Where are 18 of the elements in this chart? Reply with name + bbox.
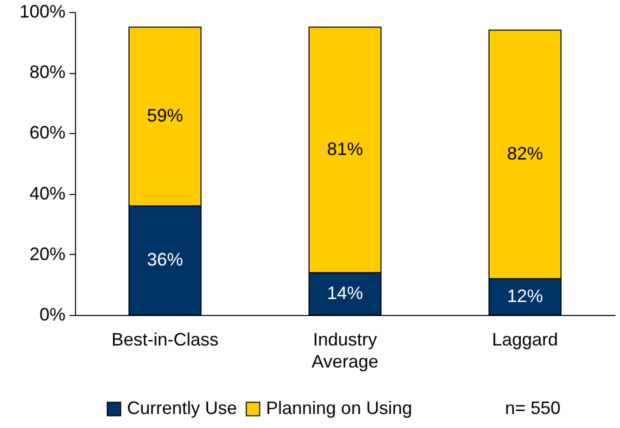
- y-tick-label: 60%: [29, 122, 66, 143]
- x-tick-label: Laggard: [492, 330, 558, 350]
- y-tick-label: 100%: [19, 2, 66, 22]
- data-label: 36%: [146, 249, 184, 270]
- legend-label: Currently Use: [127, 398, 238, 418]
- y-tick-label: 40%: [29, 183, 66, 204]
- x-tick-label: Industry Average: [312, 330, 378, 372]
- data-label: 59%: [146, 106, 184, 126]
- y-tick-label: 80%: [29, 62, 66, 82]
- y-tick-label: 0%: [39, 304, 66, 324]
- data-label: 14%: [326, 282, 364, 303]
- x-tick-label: Best-in-Class: [111, 330, 219, 350]
- text: n= 550: [505, 398, 561, 419]
- data-label: 81%: [326, 138, 364, 159]
- legend-label: Planning on Using: [266, 398, 412, 418]
- y-tick-label: 20%: [29, 244, 66, 264]
- data-label: 12%: [506, 286, 544, 306]
- data-label: 82%: [506, 143, 544, 164]
